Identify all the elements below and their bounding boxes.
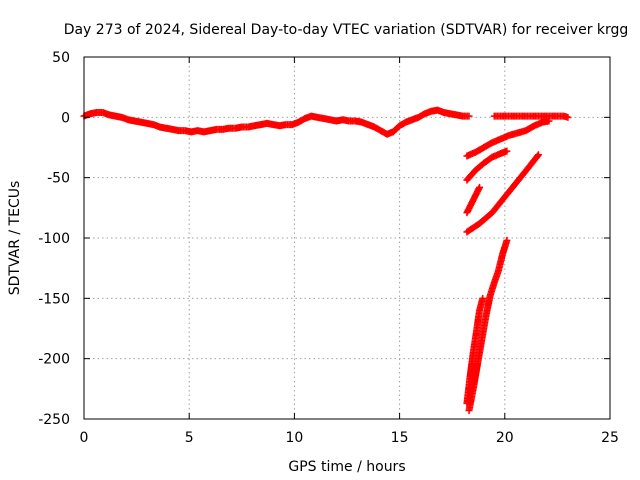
y-axis-tick-labels: 50 0 -50 -100 -150 -200 -250	[38, 50, 70, 428]
x-tick-label: 10	[285, 430, 303, 446]
y-tick-label: -250	[38, 412, 70, 428]
y-tick-label: 0	[61, 110, 70, 126]
grid-lines	[84, 57, 610, 419]
data-point	[534, 151, 542, 159]
data-point	[503, 147, 511, 155]
chart-title: Day 273 of 2024, Sidereal Day-to-day VTE…	[64, 22, 629, 38]
data-point	[479, 294, 487, 302]
x-axis-label: GPS time / hours	[288, 459, 405, 475]
data-point	[545, 117, 553, 125]
y-tick-label: -50	[47, 171, 70, 187]
x-tick-label: 5	[185, 430, 194, 446]
plot-frame	[83, 56, 611, 420]
y-tick-label: -150	[38, 291, 70, 307]
y-tick-label: 50	[52, 50, 70, 66]
axis-ticks	[83, 56, 611, 420]
y-axis-label: SDTVAR / TECUs	[7, 181, 23, 296]
data-point	[503, 236, 511, 244]
data-point	[534, 152, 542, 160]
x-tick-label: 20	[496, 430, 514, 446]
y-tick-label: -100	[38, 231, 70, 247]
data-point	[476, 183, 484, 191]
data-points	[80, 106, 572, 415]
x-tick-label: 25	[601, 430, 619, 446]
x-tick-label: 0	[80, 430, 89, 446]
y-tick-label: -200	[38, 352, 70, 368]
data-point	[564, 113, 572, 121]
x-axis-tick-labels: 0 5 10 15 20 25	[80, 430, 619, 446]
x-tick-label: 15	[391, 430, 409, 446]
data-point	[465, 112, 473, 120]
